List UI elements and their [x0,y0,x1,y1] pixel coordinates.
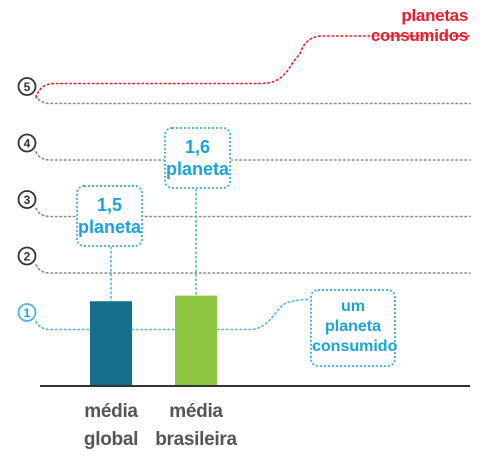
category-label-global-line-2: global [83,429,139,450]
y-tick-circle-5 [17,77,37,96]
y-tick-layer: 1 2 3 4 5 [17,77,37,322]
reference-label-line-2: planeta [324,318,381,335]
gridline-4 [35,151,471,161]
category-label-brasileira: média brasileira [150,398,242,454]
y-tick-4: 4 [17,133,37,153]
data-label-brasileira: 1,6 planeta [164,127,231,189]
data-label-global-unit: planeta [78,217,142,237]
y-tick-label-1: 1 [24,306,31,320]
y-tick-label-3: 3 [24,193,31,207]
data-label-brasileira-unit: planeta [166,159,230,179]
reference-line [35,298,311,331]
data-label-global-value: 1,5 [96,195,123,215]
chart-title: planetas consumidos [370,6,468,45]
y-tick-circle-1 [17,303,37,322]
category-label-global: média global [66,398,156,454]
category-label-global-line-1: média [84,401,138,422]
bar-brasileira [175,295,217,386]
data-label-global: 1,5 planeta [76,185,143,247]
bar-layer [90,188,217,386]
category-label-brasileira-line-1: média [169,401,223,422]
reference-label-line-1: um [341,298,365,315]
y-tick-3: 3 [17,190,37,209]
y-tick-circle-2 [17,246,37,266]
data-label-brasileira-value: 1,6 [184,137,211,157]
title-leader-line [35,35,471,99]
bar-global [90,301,132,386]
reference-label-line-3: consumido [312,338,398,355]
y-tick-label-4: 4 [24,137,31,151]
y-tick-1: 1 [17,303,37,322]
grid-layer [35,35,471,331]
y-tick-2: 2 [17,246,37,266]
y-tick-label-2: 2 [24,250,31,264]
gridline-2 [35,264,471,274]
reference-label: um planeta consumido [310,289,398,367]
y-tick-circle-4 [17,133,37,153]
category-label-brasileira-line-2: brasileira [155,429,237,450]
y-tick-label-5: 5 [24,80,31,94]
y-tick-5: 5 [17,77,37,96]
gridline-5 [35,94,471,105]
gridline-3 [35,207,471,218]
y-tick-circle-3 [17,190,37,209]
